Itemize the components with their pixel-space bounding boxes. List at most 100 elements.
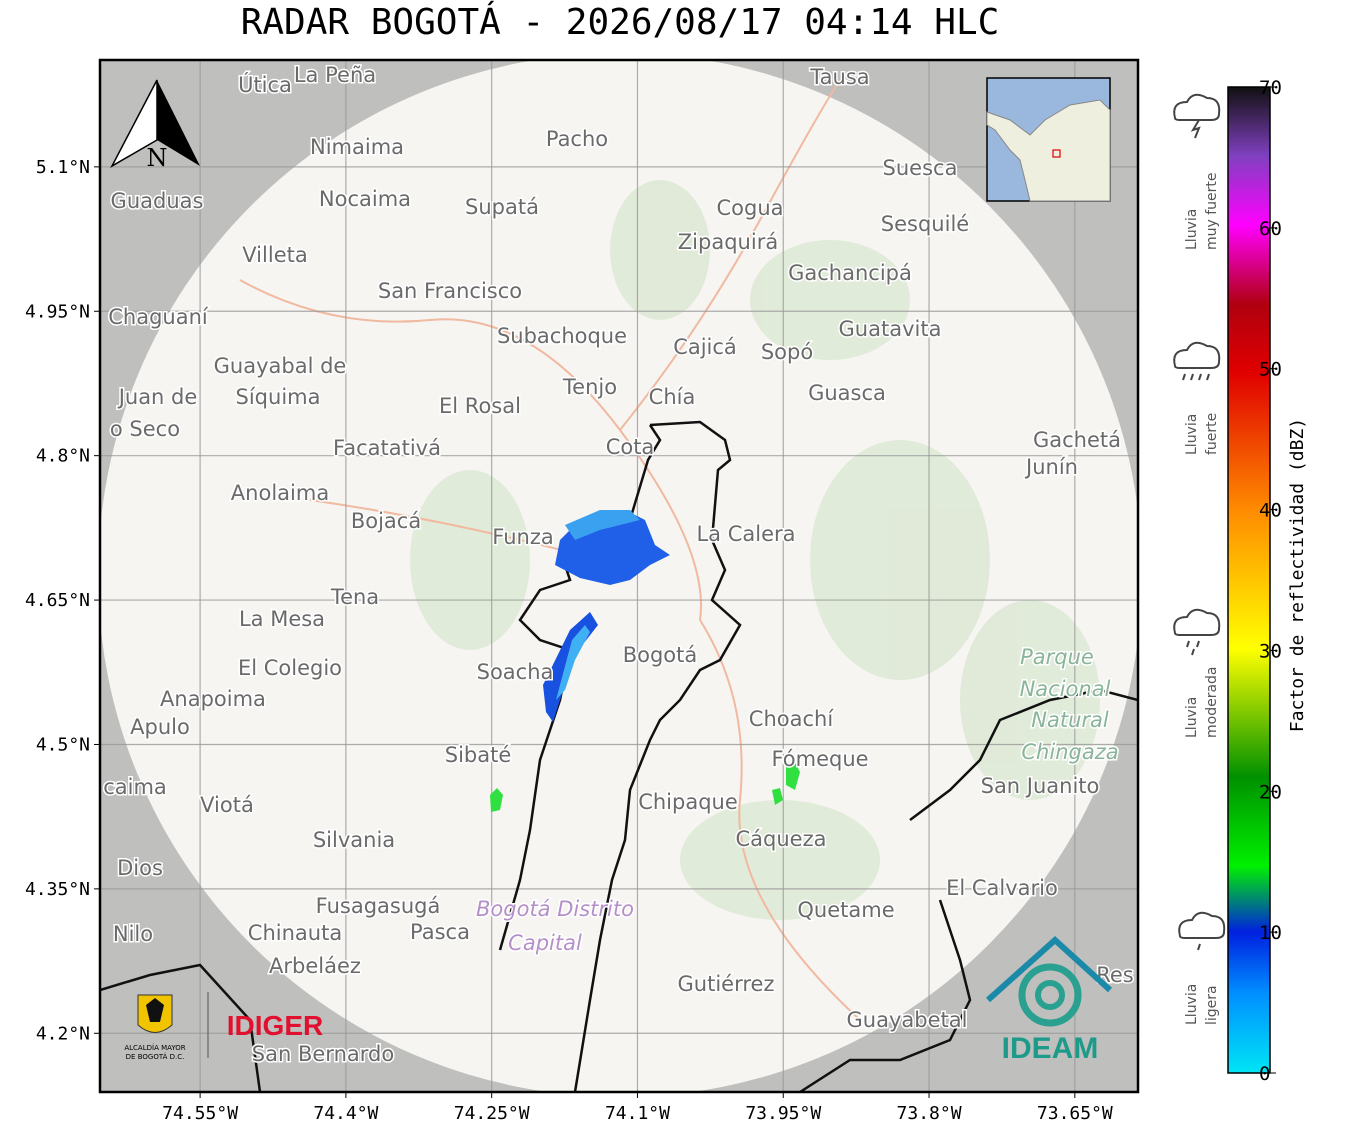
rain-category: Lluvia ligera [1184,984,1220,1025]
x-tick-label: 73.95°W [745,1103,821,1124]
colorbar-ticks: 0 10 20 30 40 50 60 70 [1259,77,1282,1085]
place-label: Chipaque [638,790,738,814]
place-label: Capital [508,931,582,955]
colorbar-tick-label: 10 [1259,922,1282,944]
place-label: caima [103,775,167,799]
logo-text: IDEAM [1002,1032,1099,1065]
place-label: Sibaté [445,743,512,767]
north-label: N [147,144,168,172]
place-label: El Calvario [946,876,1058,900]
rain-category-line: fuerte [1204,413,1220,455]
y-tick-label: 4.95°N [25,301,90,322]
logo-idiger: IDIGER [227,1010,323,1041]
place-label: Choachí [749,707,835,731]
place-label: Cogua [716,196,783,220]
place-label: San Juanito [981,774,1100,798]
colorbar-tick-label: 70 [1259,77,1282,99]
x-tick-label: 73.65°W [1037,1103,1113,1124]
place-label: Anapoima [160,687,266,711]
place-label: Parque [1020,645,1094,669]
rain-category-line: Lluvia [1184,984,1200,1025]
colorbar-label: Factor de reflectividad (dBZ) [1287,418,1308,732]
place-label: o Seco [110,417,180,441]
colorbar-tick-label: 30 [1259,640,1282,662]
rain-category-line: muy fuerte [1204,172,1220,250]
place-label: Cajicá [673,335,737,359]
place-label: San Bernardo [252,1042,394,1066]
vegetation [410,180,1100,920]
radar-echoes [490,510,800,812]
colorbar-tick-label: 0 [1259,1063,1270,1085]
place-label: Pacho [546,127,608,151]
place-label: Cota [606,435,655,459]
place-label: Nocaima [319,187,411,211]
place-label: San Francisco [378,279,522,303]
x-tick-label: 73.8°W [897,1103,962,1124]
y-tick-label: 4.5°N [36,734,90,755]
logo-text: ALCALDÍA MAYOR [124,1043,185,1052]
place-label: Natural [1031,708,1109,732]
place-label: El Colegio [238,656,342,680]
place-label: Gachancipá [788,261,912,285]
x-tick-label: 74.55°W [162,1103,238,1124]
place-label: Guatavita [839,317,942,341]
logo-text: DE BOGOTÁ D.C. [126,1052,185,1061]
place-label: Tena [330,585,379,609]
place-label: Gutiérrez [678,972,775,996]
place-label: Arbeláez [269,954,361,978]
map-frame [98,58,1140,1094]
place-label: Bojacá [351,509,421,533]
colorbar-tick-label: 50 [1259,359,1282,381]
place-label: Subachoque [497,324,627,348]
place-label: Nimaima [310,135,404,159]
rain-category-line: Lluvia [1184,414,1200,455]
colorbar-tick-label: 60 [1259,218,1282,240]
place-label: Sesquilé [881,212,969,236]
place-label: La Peña [294,63,376,87]
place-label: El Rosal [439,394,521,418]
rain-category-line: Lluvia [1184,209,1200,250]
place-label: La Calera [696,522,795,546]
place-label: Villeta [242,243,307,267]
rain-category-line: ligera [1204,985,1220,1025]
y-tick-label: 4.8°N [36,446,90,467]
district-boundary [498,420,742,1092]
y-tick-label: 5.1°N [36,157,90,178]
place-label: Quetame [797,898,894,922]
colorbar-tick-label: 20 [1259,781,1282,803]
place-label: Útica [238,72,292,97]
place-label: Suesca [883,156,958,180]
x-tick-label: 74.4°W [313,1103,378,1124]
place-label: Viotá [200,793,254,817]
place-label: Chingaza [1021,740,1118,764]
place-label: Soacha [477,660,554,684]
place-label: Fusagasugá [316,894,441,918]
place-label: Zipaquirá [678,230,778,254]
place-label: Sopó [761,340,813,364]
rain-category-line: moderada [1204,666,1220,738]
place-label: Fómeque [771,747,868,771]
place-label: Síquima [236,385,321,409]
rain-category: Lluvia moderada [1184,666,1220,738]
place-label: Junín [1024,455,1078,479]
rain-category: Lluvia muy fuerte [1184,172,1220,250]
rain-category-line: Lluvia [1184,697,1200,738]
place-label: Guaduas [111,189,204,213]
grid [100,60,1138,1092]
logo-ideam: IDEAM [985,935,1113,1065]
x-tick-label: 74.1°W [605,1103,670,1124]
place-label: Juan de [117,385,198,409]
place-label: La Mesa [239,607,325,631]
axes: 74.55°W 74.4°W 74.25°W 74.1°W 73.95°W 73.8°W 7… [25,157,1113,1124]
rain-category: Lluvia fuerte [1184,413,1220,455]
place-label: Tenjo [562,375,617,399]
inset-map [986,77,1111,202]
y-tick-label: 4.65°N [25,590,90,611]
logo-alcaldia: ALCALDÍA MAYOR DE BOGOTÁ D.C. [124,992,209,1061]
place-label: Tausa [809,65,869,89]
title: RADAR BOGOTÁ - 2026/08/17 04:14 HLC [241,1,1000,43]
place-label: Gachetá [1033,428,1121,452]
department-boundary [100,688,1138,1092]
rain-categories: Lluvia muy fuerte Lluvia fuerte Lluvia mode… [1173,93,1226,1025]
